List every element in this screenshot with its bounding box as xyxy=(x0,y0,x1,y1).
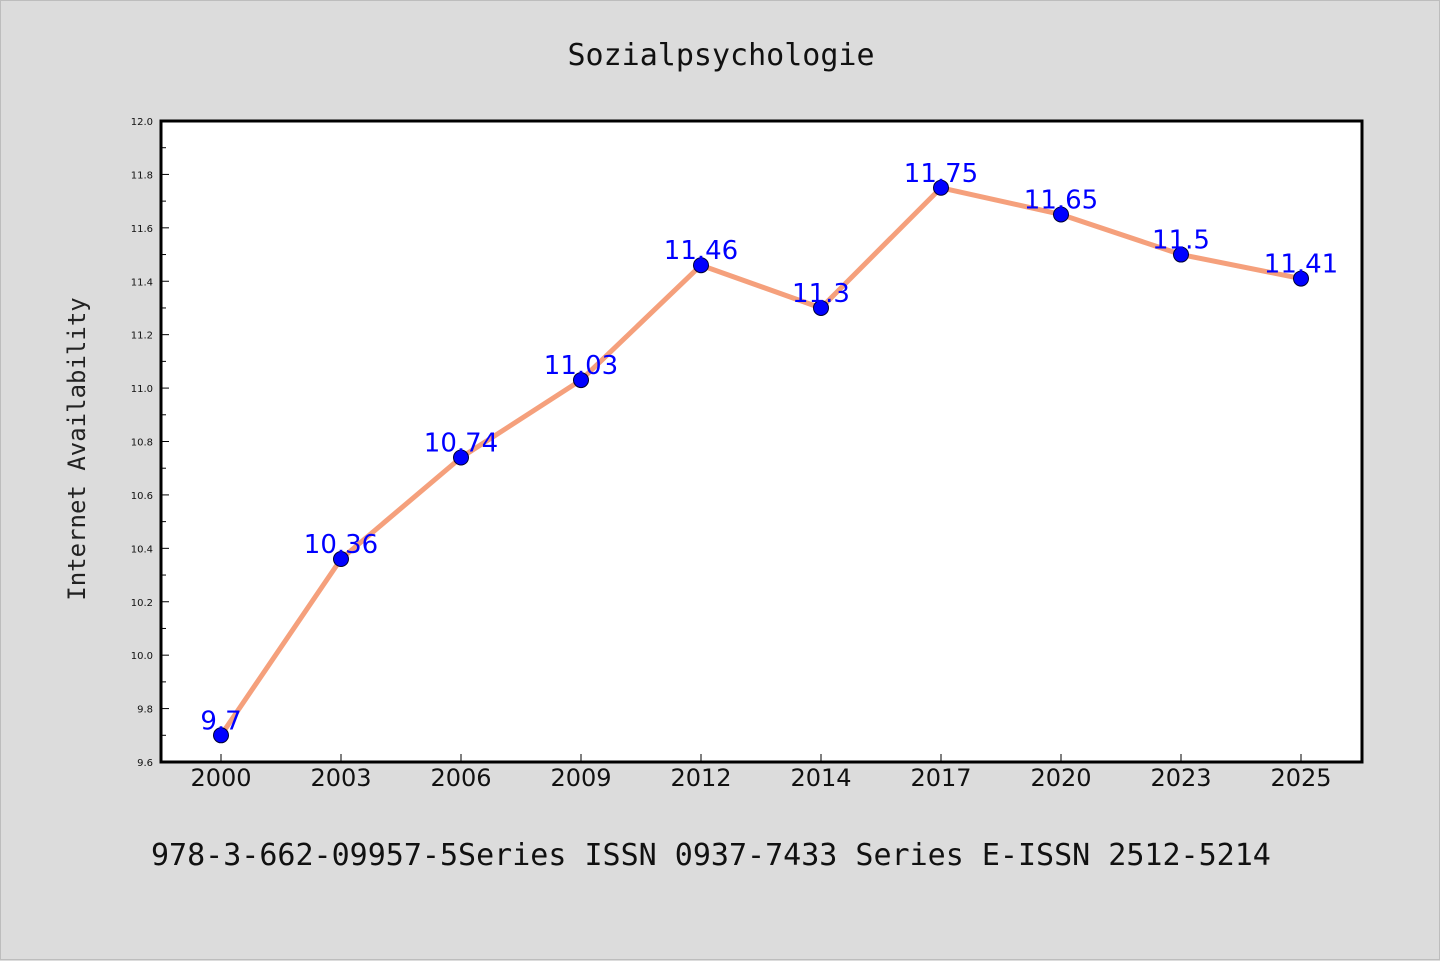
y-tick-label: 9.6 xyxy=(137,758,153,769)
data-label: 10.36 xyxy=(304,530,378,560)
y-axis: 9.6 9.8 10.0 10.2 10.4 10.6 10.8 11.0 11.2 11.4 11… xyxy=(131,117,169,769)
x-tick-label: 2012 xyxy=(670,764,731,792)
y-tick-label: 10.8 xyxy=(131,438,153,449)
data-point xyxy=(1053,206,1069,223)
y-tick-label: 10.6 xyxy=(131,491,153,502)
y-tick-label: 12.0 xyxy=(131,117,153,128)
x-tick-label: 2003 xyxy=(310,764,371,792)
data-point xyxy=(933,179,949,196)
x-tick-label: 2020 xyxy=(1030,764,1091,792)
data-label: 11.46 xyxy=(664,236,738,266)
x-tick-label: 2014 xyxy=(790,764,851,792)
x-tick-label: 2009 xyxy=(550,764,611,792)
data-point xyxy=(573,372,589,389)
data-label: 11.5 xyxy=(1152,226,1210,256)
data-label: 9.7 xyxy=(200,706,241,736)
data-label: 11.41 xyxy=(1264,250,1338,280)
y-tick-label: 11.6 xyxy=(131,224,153,235)
y-tick-label: 11.2 xyxy=(131,331,153,342)
data-label: 11.75 xyxy=(904,159,978,189)
data-label: 10.74 xyxy=(424,429,498,459)
series-line xyxy=(218,185,1304,738)
x-tick-label: 2025 xyxy=(1270,764,1331,792)
x-axis: 2000 2003 2006 2009 2012 2014 2017 2020 2023 2025 xyxy=(190,754,1332,792)
data-label-group: 9.7 10.36 10.74 11.03 11.46 11.3 11.75 11.65 11.… xyxy=(200,159,1338,737)
y-tick-label: 9.8 xyxy=(137,705,153,716)
y-tick-label: 11.4 xyxy=(131,277,153,288)
footer-isbn-issn: 978-3-662-09957-5Series ISSN 0937-7433 S… xyxy=(151,838,1271,873)
data-point xyxy=(1173,246,1189,263)
x-tick-label: 2017 xyxy=(910,764,971,792)
series-group xyxy=(213,179,1309,744)
data-label: 11.3 xyxy=(792,279,850,309)
data-label: 11.65 xyxy=(1024,185,1098,215)
y-axis-label: Internet Availability xyxy=(63,297,91,600)
chart-title: Sozialpsychologie xyxy=(567,38,874,73)
data-point xyxy=(693,257,709,274)
y-tick-label: 11.0 xyxy=(131,384,153,395)
plot-area xyxy=(159,119,1364,764)
data-point xyxy=(213,727,229,744)
data-label: 11.03 xyxy=(544,351,618,381)
data-point xyxy=(1293,270,1309,287)
y-tick-label: 10.2 xyxy=(131,598,153,609)
x-tick-label: 2000 xyxy=(190,764,251,792)
data-point xyxy=(813,299,829,316)
data-point xyxy=(453,449,469,466)
x-tick-label: 2023 xyxy=(1150,764,1211,792)
y-tick-label: 10.0 xyxy=(131,651,153,662)
data-point xyxy=(333,551,349,568)
y-tick-label: 10.4 xyxy=(131,544,153,555)
x-tick-label: 2006 xyxy=(430,764,491,792)
y-tick-label: 11.8 xyxy=(131,170,153,181)
